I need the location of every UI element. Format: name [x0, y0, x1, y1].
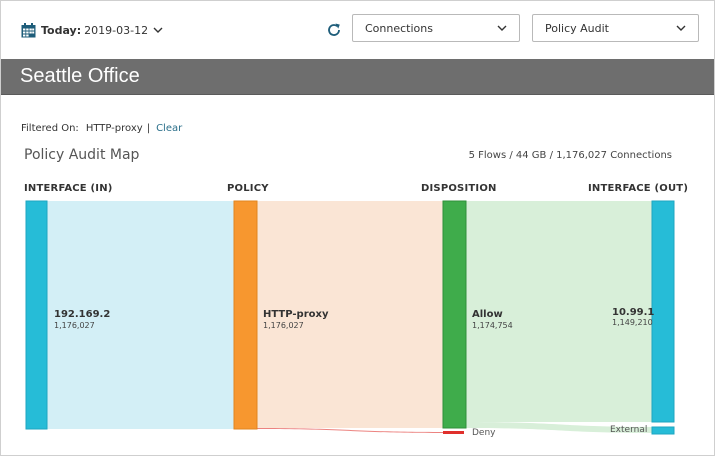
date-value: 2019-03-12: [84, 23, 149, 37]
filter-separator: |: [146, 122, 151, 134]
flow-policy-to-deny[interactable]: [257, 428, 443, 433]
node-policy[interactable]: [233, 200, 258, 430]
node-policy-label: HTTP-proxy: [263, 309, 329, 320]
date-label: Today:: [41, 23, 82, 37]
node-deny-label: Deny: [472, 428, 496, 438]
node-out-main-label: 10.99.1: [612, 307, 655, 318]
view-select-value: Connections: [365, 21, 433, 35]
refresh-button[interactable]: [323, 19, 345, 41]
flow-policy-to-allow[interactable]: [257, 201, 443, 428]
node-allow-label: Allow: [472, 309, 503, 320]
page-title: Seattle Office: [20, 65, 140, 87]
sankey-diagram: [25, 200, 675, 435]
chevron-down-icon: [497, 25, 507, 31]
date-picker[interactable]: Today: 2019-03-12: [21, 19, 163, 41]
node-in-count: 1,176,027: [54, 321, 95, 330]
column-header-disposition: DISPOSITION: [421, 183, 497, 194]
map-title: Policy Audit Map: [24, 147, 140, 163]
flow-allow-to-external[interactable]: [466, 422, 652, 433]
flow-allow-to-main[interactable]: [466, 201, 652, 422]
flow-in-to-policy[interactable]: [47, 201, 234, 429]
column-header-interface-in: INTERFACE (IN): [24, 183, 113, 194]
node-interface-in[interactable]: [25, 200, 48, 430]
clear-filter-link[interactable]: Clear: [156, 122, 183, 134]
calendar-icon: [21, 22, 36, 37]
node-deny[interactable]: [443, 431, 464, 434]
node-out-main-count: 1,149,210: [612, 318, 653, 327]
refresh-icon: [328, 23, 340, 36]
node-interface-out-main[interactable]: [651, 200, 675, 423]
view-select[interactable]: Connections: [352, 14, 520, 42]
column-header-policy: POLICY: [227, 183, 269, 194]
report-select[interactable]: Policy Audit: [532, 14, 699, 42]
node-allow[interactable]: [442, 200, 467, 429]
policy-audit-map: 192.169.2 1,176,027 HTTP-proxy 1,176,027…: [1, 196, 714, 446]
column-header-interface-out: INTERFACE (OUT): [588, 183, 689, 194]
node-interface-out-external[interactable]: [651, 426, 675, 435]
filter-row: Filtered On: HTTP-proxy | Clear: [21, 121, 182, 135]
chevron-down-icon: [153, 27, 163, 33]
page-title-bar: Seattle Office: [1, 59, 714, 95]
filter-value: HTTP-proxy: [85, 122, 143, 134]
node-in-label: 192.169.2: [54, 309, 111, 320]
node-allow-count: 1,174,754: [472, 321, 513, 330]
chevron-down-icon: [676, 25, 686, 31]
map-summary: 5 Flows / 44 GB / 1,176,027 Connections: [468, 150, 672, 161]
node-out-external-label: External: [610, 425, 648, 435]
node-policy-count: 1,176,027: [263, 321, 304, 330]
filter-label: Filtered On:: [21, 122, 79, 134]
report-select-value: Policy Audit: [545, 21, 609, 35]
toolbar: Today: 2019-03-12 Connections Policy Aud…: [1, 1, 714, 58]
